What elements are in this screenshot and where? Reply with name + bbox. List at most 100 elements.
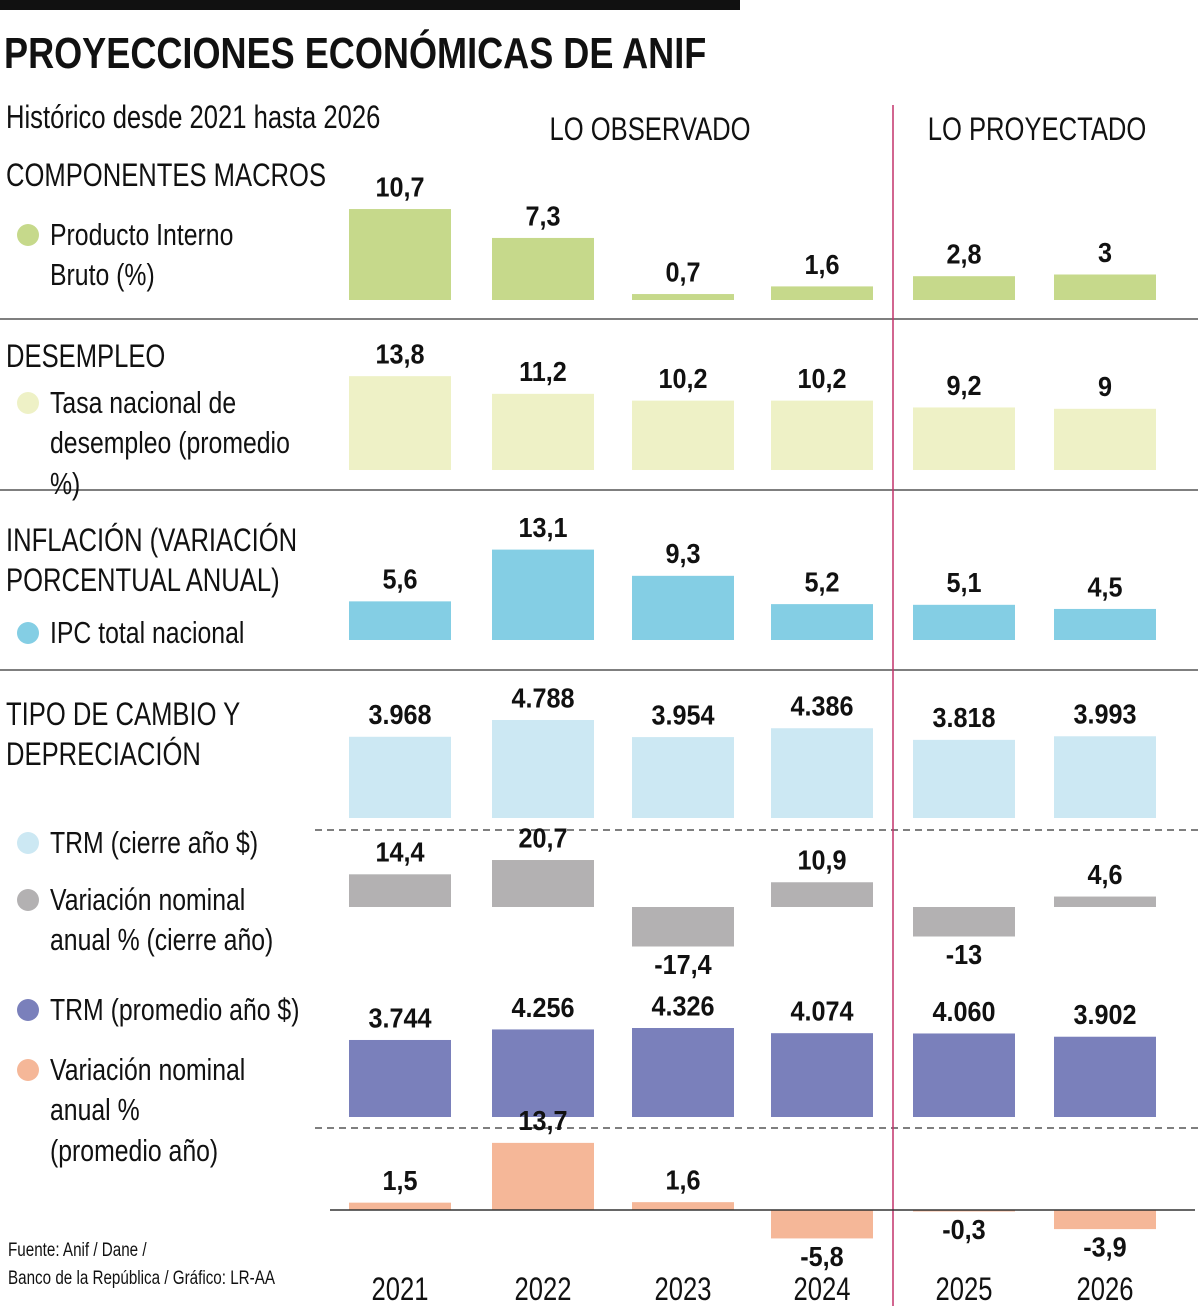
legend-label: Variación nominal anual % (promedio año) (50, 1052, 246, 1168)
bar (632, 737, 734, 818)
value-label: 1,6 (804, 249, 839, 281)
legend-label: Variación nominal anual % (cierre año) (50, 882, 274, 958)
bar (913, 276, 1015, 300)
value-label: 10,9 (797, 844, 846, 876)
title: PROYECCIONES ECONÓMICAS DE ANIF (4, 29, 707, 78)
bar (913, 907, 1015, 937)
value-label: 9 (1098, 371, 1112, 403)
value-label: -5,8 (800, 1241, 843, 1273)
value-label: 1,6 (665, 1164, 700, 1196)
value-label: 5,1 (946, 567, 981, 599)
value-label: 3 (1098, 237, 1112, 269)
value-label: 13,7 (518, 1105, 567, 1137)
bar (632, 1028, 734, 1117)
bar (492, 549, 594, 640)
bar (349, 601, 451, 640)
legend-label: TRM (cierre año $) (50, 825, 259, 860)
legend-label: Producto Interno Bruto (%) (50, 217, 234, 293)
source: Fuente: Anif / Dane / (8, 1240, 147, 1261)
value-label: 2,8 (946, 238, 981, 270)
x-tick-label: 2024 (793, 1271, 851, 1306)
value-label: 3.954 (651, 699, 714, 731)
source: Banco de la República / Gráfico: LR-AA (8, 1268, 275, 1289)
value-label: 10,7 (375, 171, 424, 203)
x-tick-label: 2023 (654, 1271, 712, 1306)
bar (632, 575, 734, 640)
bar (632, 1202, 734, 1210)
value-label: 4.326 (651, 990, 714, 1022)
value-label: 4.788 (511, 682, 574, 714)
value-label: -3,9 (1083, 1231, 1126, 1263)
value-label: 13,1 (518, 512, 567, 544)
value-label: 13,8 (375, 338, 424, 370)
legend-marker (17, 832, 39, 854)
bar (1054, 408, 1156, 470)
value-label: 5,6 (382, 564, 417, 596)
bar (771, 882, 873, 907)
bar (771, 1210, 873, 1239)
bar (913, 739, 1015, 818)
section-title: INFLACIÓN (VARIACIÓN PORCENTUAL ANUAL) (6, 522, 298, 598)
value-label: 3.744 (368, 1002, 431, 1034)
x-tick-label: 2022 (514, 1271, 572, 1306)
value-label: 9,2 (946, 370, 981, 402)
value-label: 4,5 (1087, 571, 1122, 603)
period-label: LO PROYECTADO (927, 111, 1147, 147)
value-label: 5,2 (804, 566, 839, 598)
bar (771, 400, 873, 470)
value-label: 10,2 (658, 363, 707, 395)
bar (771, 728, 873, 818)
bar (492, 1142, 594, 1210)
bar (492, 860, 594, 907)
bar (913, 604, 1015, 640)
value-label: 3.818 (932, 702, 995, 734)
x-tick-label: 2021 (371, 1271, 429, 1306)
value-label: -0,3 (942, 1214, 985, 1246)
legend-marker (17, 1059, 39, 1081)
value-label: 3.902 (1073, 999, 1136, 1031)
value-label: 11,2 (519, 356, 567, 388)
bar (771, 286, 873, 300)
section-title: DESEMPLEO (6, 338, 166, 374)
value-label: 4.386 (790, 690, 853, 722)
bar (1054, 608, 1156, 640)
bar (771, 604, 873, 640)
value-label: 20,7 (518, 822, 567, 854)
value-label: 4.060 (932, 996, 995, 1028)
value-label: 14,4 (375, 836, 424, 868)
bar (349, 1039, 451, 1117)
bar (632, 400, 734, 470)
bar (492, 1029, 594, 1117)
subtitle: Histórico desde 2021 hasta 2026 (6, 99, 381, 135)
bar (1054, 274, 1156, 300)
value-label: -17,4 (654, 949, 712, 981)
bar (632, 294, 734, 300)
legend-label: IPC total nacional (50, 615, 245, 650)
x-tick-label: 2025 (935, 1271, 993, 1306)
bar (349, 874, 451, 907)
value-label: 0,7 (665, 256, 700, 288)
legend-label: Tasa nacional de desempleo (promedio %) (50, 385, 290, 501)
value-label: 7,3 (525, 200, 560, 232)
value-label: 1,5 (382, 1165, 417, 1197)
bar (1054, 736, 1156, 818)
legend-marker (17, 622, 39, 644)
x-tick-label: 2026 (1076, 1271, 1134, 1306)
legend-marker (17, 392, 39, 414)
bar (913, 1033, 1015, 1117)
section-title: COMPONENTES MACROS (6, 157, 327, 193)
bar (492, 237, 594, 300)
bar (349, 209, 451, 300)
bar (349, 376, 451, 470)
period-label: LO OBSERVADO (549, 111, 751, 147)
bar (1054, 1210, 1156, 1230)
value-label: 10,2 (797, 363, 846, 395)
bar (492, 720, 594, 818)
value-label: 3.968 (368, 699, 431, 731)
bar (1054, 1036, 1156, 1117)
value-label: 9,3 (665, 538, 700, 570)
legend-marker (17, 889, 39, 911)
value-label: 4.074 (790, 995, 853, 1027)
